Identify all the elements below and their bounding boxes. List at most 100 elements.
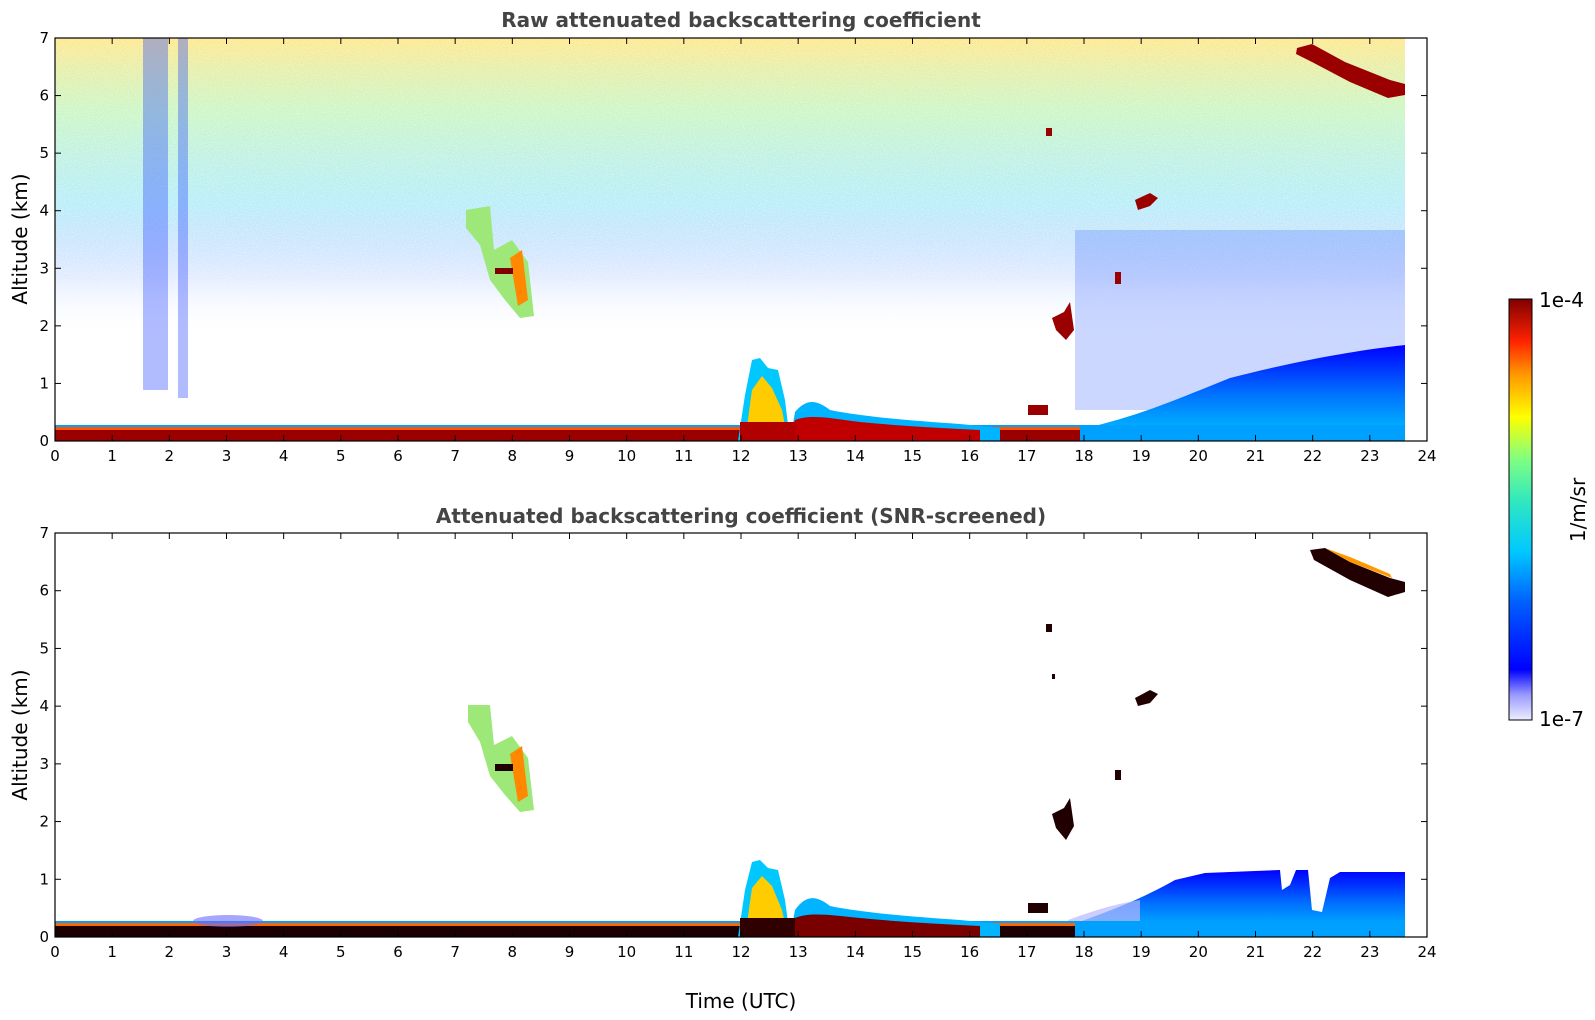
x-tick-label: 22 [1303,943,1322,961]
x-tick-label: 16 [960,447,979,465]
cloud-1730-high [1046,128,1052,136]
x-tick-label: 1 [107,943,117,961]
y-tick-label: 7 [39,524,49,542]
x-tick-label: 17 [1017,447,1036,465]
x-tick-label: 12 [731,943,750,961]
x-tick-label: 20 [1189,447,1208,465]
x-tick-label: 15 [903,447,922,465]
x-tick-label: 23 [1360,943,1379,961]
x-tick-label: 13 [789,447,808,465]
x-tick-label: 6 [393,447,403,465]
y-tick-label: 5 [39,144,49,162]
x-tick-label: 17 [1017,943,1036,961]
x-tick-label: 9 [565,943,575,961]
x-tick-label: 13 [789,943,808,961]
cloud-1900 [1135,690,1158,706]
heatmap-screened [55,548,1405,937]
x-tick-label: 16 [960,943,979,961]
x-tick-label: 20 [1189,943,1208,961]
surface-layer-top [55,923,1075,926]
y-tick-label: 0 [39,928,49,946]
noise-stripe [178,38,188,398]
x-tick-label: 4 [279,447,289,465]
noise-stripe [143,38,168,390]
y-axis-screened: 0 1 2 3 4 5 6 7 [39,524,1427,946]
x-tick-label: 14 [846,943,865,961]
x-tick-label: 7 [450,447,460,465]
colorbar-min-label: 1e-7 [1539,707,1584,731]
y-tick-label: 2 [39,317,49,335]
chart-title-raw: Raw attenuated backscattering coefficien… [501,8,981,32]
x-tick-label: 3 [222,447,232,465]
bl-clouds-base [740,422,795,441]
x-tick-label: 10 [617,447,636,465]
x-axis-label: Time (UTC) [685,989,797,1013]
midlevel-cloud-core [510,746,528,802]
x-tick-label: 21 [1246,447,1265,465]
colorbar: 1e-4 1e-7 1/m/sr [1508,288,1590,731]
y-tick-label: 2 [39,813,49,831]
cloud-1730 [1052,798,1074,840]
y-axis-raw: 0 1 2 3 4 5 6 7 [39,29,1427,450]
cloud-1730-low [1028,903,1048,913]
aerosol-layer-core [790,914,980,937]
aerosol-layer-evening [1065,870,1405,937]
aerosol-layer-evening [1075,345,1405,441]
panel-screened: Attenuated backscattering coefficient (S… [8,504,1437,1013]
x-tick-label: 7 [450,943,460,961]
colorbar-gradient [1508,298,1533,721]
x-tick-label: 5 [336,943,346,961]
surface-layer [55,926,1075,937]
bl-clouds-base [740,918,795,937]
x-tick-label: 8 [508,943,518,961]
cloud-1730-speck [1052,674,1055,679]
y-tick-label: 4 [39,202,49,220]
x-tick-label: 0 [50,943,60,961]
midlevel-cloud-dark [495,268,513,274]
aerosol-layer-core [790,416,980,441]
y-axis-label-screened: Altitude (km) [8,669,32,800]
y-tick-label: 4 [39,697,49,715]
y-tick-label: 0 [39,432,49,450]
cloud-1830 [1115,770,1121,780]
y-tick-label: 7 [39,29,49,47]
x-tick-label: 15 [903,943,922,961]
x-tick-label: 0 [50,447,60,465]
x-tick-label: 2 [165,943,175,961]
cloud-1730-low [1028,405,1048,415]
cloud-1900 [1135,193,1158,210]
x-tick-label: 12 [731,447,750,465]
x-tick-label: 21 [1246,943,1265,961]
x-tick-label: 9 [565,447,575,465]
cirrus-edge [1325,548,1392,578]
panel-raw: Raw attenuated backscattering coefficien… [8,8,1437,465]
x-tick-label: 18 [1074,447,1093,465]
y-tick-label: 6 [39,582,49,600]
y-tick-label: 3 [39,259,49,277]
colorbar-max-label: 1e-4 [1539,288,1584,312]
y-axis-label-raw: Altitude (km) [8,173,32,304]
x-tick-label: 24 [1417,943,1436,961]
x-tick-label: 22 [1303,447,1322,465]
chart-title-screened: Attenuated backscattering coefficient (S… [436,504,1046,528]
x-axis-screened: 0 1 2 3 4 5 6 7 8 9 10 11 12 13 14 15 16 17 18 19 20 21 22 23 24 [50,533,1437,961]
x-tick-label: 5 [336,447,346,465]
midlevel-cloud-core [510,250,528,306]
surface-layer-top [55,427,1080,430]
x-tick-label: 11 [674,447,693,465]
x-tick-label: 19 [1132,447,1151,465]
x-tick-label: 19 [1132,943,1151,961]
cirrus [1296,44,1405,98]
cirrus [1310,548,1405,597]
cloud-1730 [1052,302,1074,340]
x-tick-label: 14 [846,447,865,465]
cloud-1730-high [1046,624,1052,632]
aerosol-puff [193,915,263,927]
noise-speckle [55,38,1405,338]
x-tick-label: 24 [1417,447,1436,465]
y-tick-label: 1 [39,374,49,392]
x-tick-label: 11 [674,943,693,961]
x-tick-label: 18 [1074,943,1093,961]
x-tick-label: 3 [222,943,232,961]
